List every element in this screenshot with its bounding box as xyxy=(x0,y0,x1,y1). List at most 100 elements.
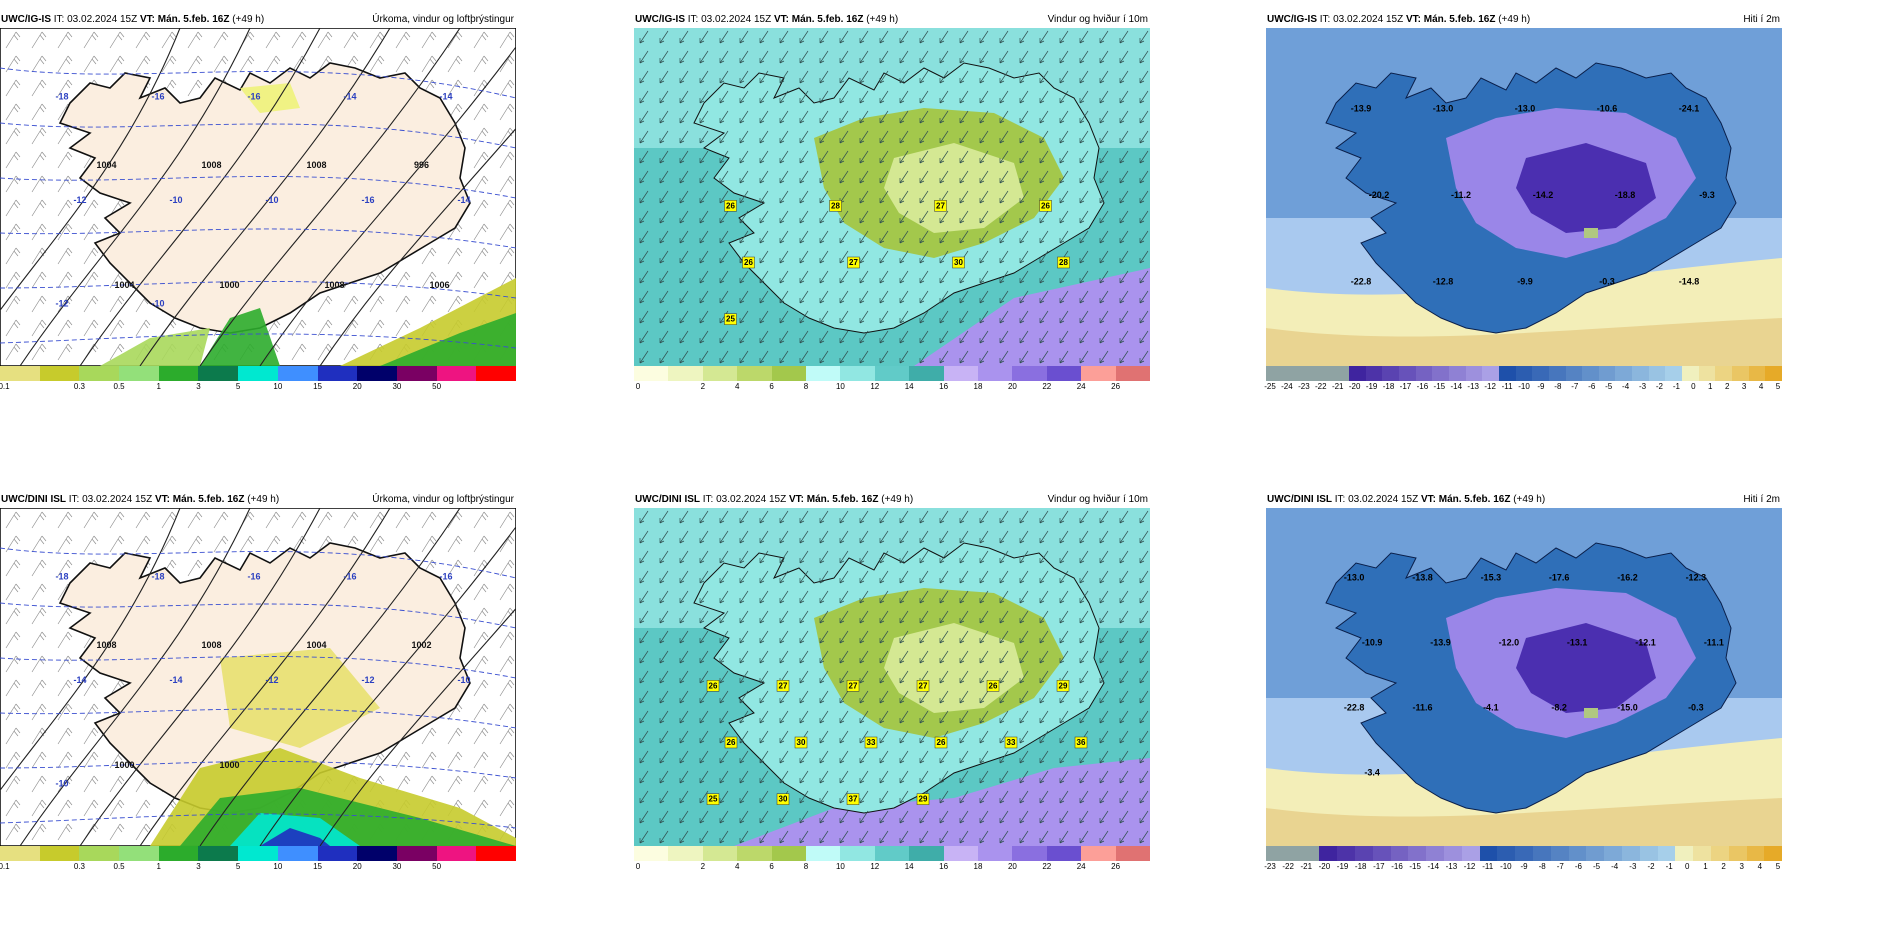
legend-swatch xyxy=(1648,366,1666,381)
legend-tick: 3 xyxy=(196,382,201,391)
legend-tick: 8 xyxy=(803,382,809,391)
legend-tick: 5 xyxy=(1775,862,1781,871)
legend-swatch xyxy=(1319,846,1338,861)
isobar-line xyxy=(0,28,181,312)
legend-tick: 0 xyxy=(635,382,641,391)
run-info: UWC/IG-IS IT: 03.02.2024 15Z VT: Mán. 5.… xyxy=(1267,12,1530,28)
legend-tick: 24 xyxy=(1076,382,1086,391)
legend-color-bar xyxy=(0,366,516,381)
gust-badge: 25 xyxy=(706,793,720,805)
temp-label: -12.8 xyxy=(1433,277,1454,287)
legend-swatch xyxy=(1604,846,1622,861)
legend-tick: -1 xyxy=(1665,862,1673,871)
gust-badge: 27 xyxy=(916,680,930,692)
legend-tick: 5 xyxy=(235,862,241,871)
legend-tick: -13 xyxy=(1467,382,1479,391)
legend-swatch xyxy=(119,366,159,381)
legend-swatch xyxy=(1532,846,1551,861)
legend-tick: 3 xyxy=(1741,382,1747,391)
legend-tick: 2 xyxy=(700,862,706,871)
legend-swatch xyxy=(1046,846,1082,861)
legend-tick: 0.1 xyxy=(0,382,10,391)
legend-tick: 1 xyxy=(1703,862,1708,871)
isobar-line xyxy=(79,28,321,366)
model-name: UWC/IG-IS xyxy=(1267,14,1317,25)
panel-header: UWC/IG-IS IT: 03.02.2024 15Z VT: Mán. 5.… xyxy=(634,12,1150,28)
legend-swatch xyxy=(1565,366,1583,381)
precip-area xyxy=(230,813,360,846)
isobar-line xyxy=(259,525,516,846)
legend-swatch xyxy=(1746,846,1765,861)
legend-swatch xyxy=(357,846,397,861)
temp-label: -13.9 xyxy=(1430,638,1451,648)
legend-tick: 2 xyxy=(700,382,706,391)
isobar-label: 1000 xyxy=(219,280,239,290)
isotherm-line xyxy=(0,228,516,249)
legend-swatch xyxy=(1497,846,1516,861)
isotherm-line xyxy=(0,813,516,829)
init-time: IT: 03.02.2024 15Z xyxy=(53,14,138,25)
panel-title: Úrkoma, vindur og loftþrýstingur xyxy=(372,14,514,25)
legend-swatch xyxy=(1632,366,1649,381)
legend-swatch xyxy=(277,846,318,861)
wind-panel: UWC/IG-IS IT: 03.02.2024 15Z VT: Mán. 5.… xyxy=(634,12,1151,472)
temp-label: -24.1 xyxy=(1679,103,1700,113)
legend-swatch xyxy=(1426,846,1444,861)
temp-label: -12.0 xyxy=(1499,638,1520,648)
legend-tick: 0.3 xyxy=(73,862,85,871)
svg-text:30: 30 xyxy=(779,795,788,804)
legend-tick: 2 xyxy=(1724,382,1730,391)
legend-swatch xyxy=(1765,366,1782,381)
isobar-line xyxy=(199,28,461,366)
legend-swatch xyxy=(1365,366,1383,381)
legend-swatch xyxy=(1012,846,1047,861)
valid-time-label: VT: xyxy=(154,494,170,505)
isotherm-label: -16 xyxy=(247,92,260,102)
temp-label: -8.2 xyxy=(1551,703,1567,713)
legend-swatch xyxy=(1408,846,1427,861)
precip-panel: UWC/DINI ISL IT: 03.02.2024 15Z VT: Mán.… xyxy=(0,492,516,952)
legend-tick: -5 xyxy=(1605,382,1613,391)
isotherm-label: -16 xyxy=(247,572,260,582)
temp-label: -18.8 xyxy=(1615,190,1636,200)
panel-header: UWC/IG-IS IT: 03.02.2024 15Z VT: Mán. 5.… xyxy=(1266,12,1782,28)
legend-tick: 15 xyxy=(313,382,322,391)
legend-tick: -22 xyxy=(1315,382,1327,391)
isotherm-label: -10 xyxy=(151,298,164,308)
temp-label: -0.3 xyxy=(1599,277,1615,287)
valid-time: Mán. 5.feb. 16Z xyxy=(1423,14,1496,25)
model-name: UWC/IG-IS xyxy=(1,14,51,25)
gust-badge: 26 xyxy=(724,736,738,749)
temp-legend: -23 -22 -21 -20 -19 -18 -17 -16 -15 -14 -13 -12 -11-… xyxy=(1264,846,1783,873)
legend-tick: 20 xyxy=(352,382,362,391)
gust-badge: 30 xyxy=(776,793,790,805)
legend-swatch xyxy=(1301,846,1320,861)
valid-time: Mán. 5.feb. 16Z xyxy=(172,494,245,505)
isotherm-label: -18 xyxy=(151,572,164,582)
legend-swatch xyxy=(0,366,40,381)
legend-tick: 3 xyxy=(196,862,201,871)
legend-tick: -4 xyxy=(1622,382,1630,391)
legend-tick: -14 xyxy=(1427,862,1440,871)
temp-label: -10.9 xyxy=(1362,638,1383,648)
temp-label: -16.2 xyxy=(1617,573,1638,583)
isotherm-label: -10 xyxy=(265,195,278,205)
panel-title: Vindur og hviður í 10m xyxy=(1047,14,1148,25)
gust-badge: 26 xyxy=(742,256,755,269)
legend-swatch xyxy=(1568,846,1587,861)
legend-swatch xyxy=(840,846,875,861)
isobar-label: 1004 xyxy=(114,280,134,290)
legend-swatch xyxy=(1598,366,1616,381)
legend-tick: 20 xyxy=(352,862,362,871)
precip-area xyxy=(100,328,210,366)
legend-swatch xyxy=(436,366,477,381)
temp-label: -13.0 xyxy=(1344,573,1365,583)
isotherm-line xyxy=(0,547,516,579)
svg-text:26: 26 xyxy=(1041,201,1050,210)
legend-swatch xyxy=(79,366,120,381)
legend-tick: -23 xyxy=(1264,862,1276,871)
svg-text:25: 25 xyxy=(726,315,735,324)
temp-label: -12.1 xyxy=(1635,638,1656,648)
legend-swatch xyxy=(198,366,239,381)
legend-swatch xyxy=(1337,846,1355,861)
